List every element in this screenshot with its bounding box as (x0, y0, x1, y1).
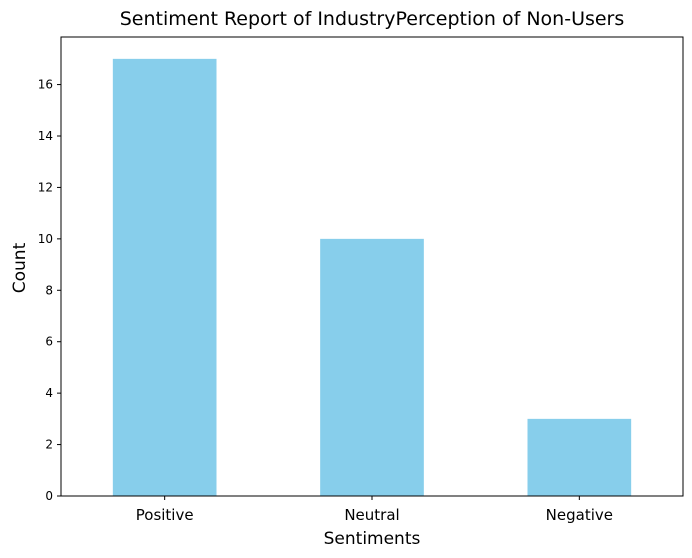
x-tick-label-negative: Negative (546, 506, 613, 524)
y-tick-label: 4 (45, 386, 53, 400)
x-axis-ticks: Positive Neutral Negative (136, 496, 613, 524)
x-tick-label-neutral: Neutral (344, 506, 399, 524)
y-tick-label: 16 (38, 78, 53, 92)
bar-negative (527, 418, 632, 496)
y-tick-label: 14 (38, 129, 53, 143)
plot-frame (60, 36, 684, 497)
bars-group (112, 58, 632, 496)
bar-positive (112, 58, 217, 496)
y-tick-label: 10 (38, 232, 53, 246)
chart-title: Sentiment Report of IndustryPerception o… (120, 8, 625, 30)
bar-neutral (320, 238, 424, 496)
y-axis-label: Count (10, 242, 30, 293)
x-axis-label: Sentiments (324, 529, 421, 549)
y-axis-ticks: 0 2 4 6 8 10 12 14 16 (38, 78, 61, 503)
y-tick-label: 6 (45, 335, 53, 349)
y-tick-label: 12 (38, 180, 53, 194)
y-tick-label: 8 (45, 283, 53, 297)
x-tick-label-positive: Positive (136, 506, 194, 524)
y-tick-label: 0 (45, 489, 53, 503)
y-tick-label: 2 (45, 438, 53, 452)
